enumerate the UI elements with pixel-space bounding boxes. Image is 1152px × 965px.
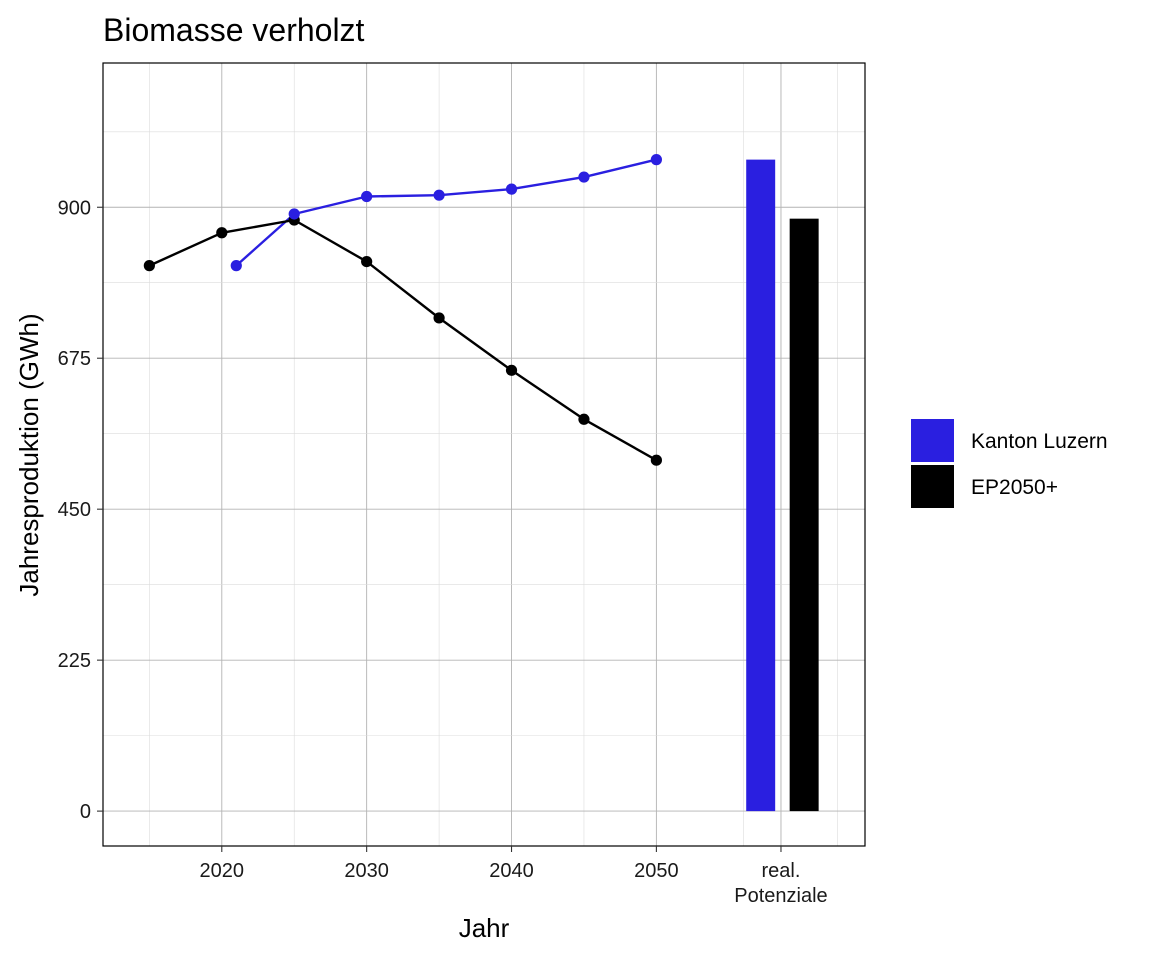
data-point (505, 183, 518, 195)
data-point (143, 260, 155, 272)
y-tick-label: 450 (58, 499, 91, 521)
data-point (578, 413, 590, 425)
x-tick-label: 2020 (200, 860, 245, 882)
series-line (148, 218, 657, 462)
y-axis-ticks: 0 225 450 675 900 (58, 197, 103, 823)
data-point (361, 256, 373, 268)
data-point (578, 171, 590, 183)
legend-label: Kanton Luzern (971, 430, 1108, 453)
x-axis-title: Jahr (459, 913, 510, 943)
x-tick-label: real. (762, 860, 801, 882)
legend: Kanton Luzern EP2050+ (911, 419, 1108, 508)
y-tick-label: 900 (58, 197, 91, 219)
x-tick-label: Potenziale (734, 885, 827, 907)
data-point (433, 312, 445, 324)
potential-bars (746, 159, 819, 812)
potential-bar (746, 159, 776, 812)
chart-title: Biomasse verholzt (103, 12, 365, 48)
data-point (361, 190, 373, 203)
data-point (230, 260, 242, 272)
y-tick-label: 225 (58, 650, 91, 672)
x-tick-label: 2030 (344, 860, 389, 882)
y-tick-label: 675 (58, 348, 91, 370)
data-point (216, 227, 228, 239)
x-axis-ticks: 2020 2030 2040 2050 real. Potenziale (200, 846, 828, 907)
data-point (650, 154, 662, 166)
legend-label: EP2050+ (971, 476, 1058, 499)
x-tick-label: 2040 (489, 860, 534, 882)
data-point (650, 454, 662, 466)
grid (103, 63, 865, 846)
data-point (288, 208, 300, 220)
plot-panel (102, 62, 866, 847)
y-axis-title: Jahresproduktion (GWh) (14, 313, 44, 596)
legend-key (911, 465, 954, 508)
potential-bar (789, 218, 819, 812)
series-points (143, 154, 662, 466)
y-tick-label: 0 (80, 801, 91, 823)
data-point (505, 364, 518, 376)
data-point (433, 189, 445, 201)
legend-key (911, 419, 954, 462)
x-tick-label: 2050 (634, 860, 679, 882)
